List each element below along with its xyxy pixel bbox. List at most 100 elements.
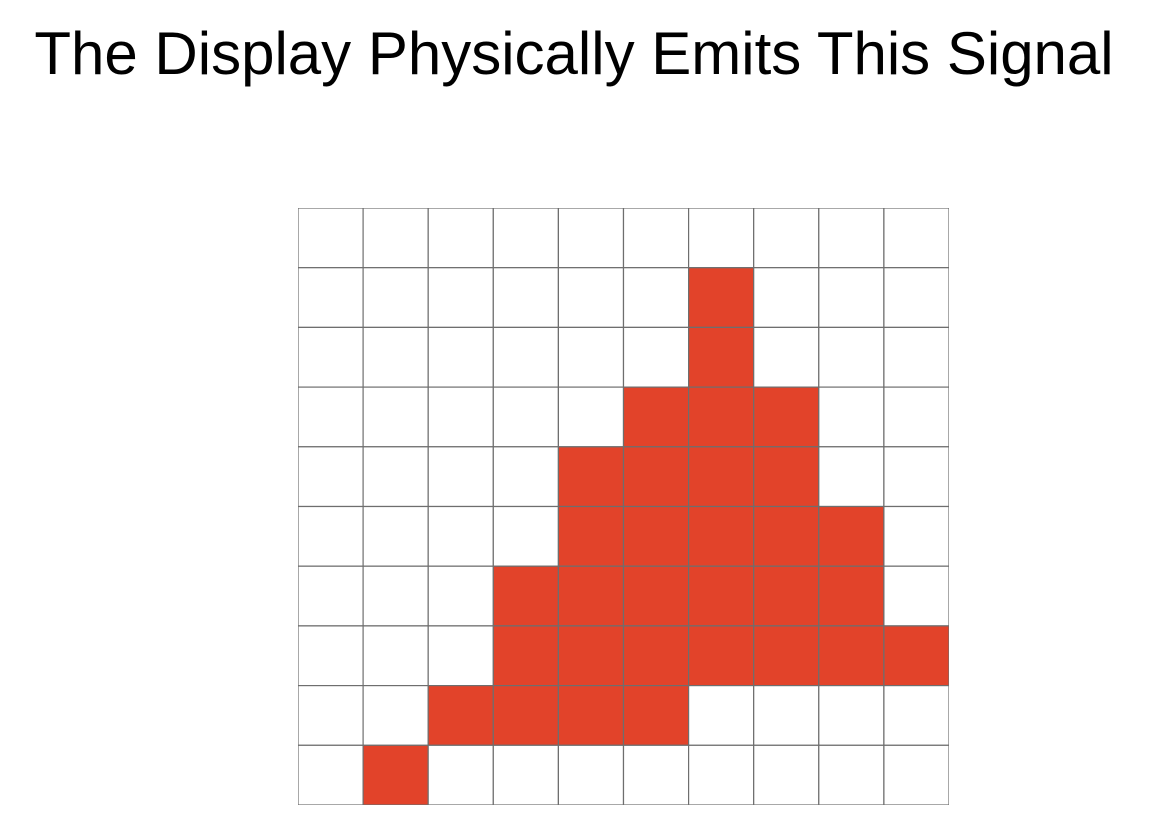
pixel-cell-empty [362,565,429,627]
pixel-cell-empty [557,386,625,448]
pixel-cell-lit [753,505,820,567]
pixel-cell-empty [362,208,429,269]
pixel-cell-empty [492,326,560,388]
pixel-cell-lit [557,446,625,508]
pixel-cell-lit [753,625,820,687]
pixel-cell-empty [883,685,949,746]
pixel-cell-empty [818,267,885,329]
pixel-cell-lit [557,505,625,567]
pixel-cell-lit [688,625,755,687]
pixel-cell-empty [298,326,364,388]
pixel-cell-lit [688,565,755,627]
pixel-cell-empty [883,446,949,508]
pixel-cell-lit [622,625,690,687]
pixel-cell-empty [753,326,820,388]
pixel-grid-svg [298,208,949,805]
pixel-cell-empty [492,446,560,508]
pixel-cell-empty [818,208,885,269]
pixel-cell-lit [818,505,885,567]
pixel-cell-lit [557,565,625,627]
pixel-cell-lit [622,505,690,567]
pixel-cell-empty [298,505,364,567]
pixel-cell-lit [622,685,690,746]
pixel-cell-empty [883,505,949,567]
pixel-cell-lit [557,625,625,687]
pixel-cell-empty [883,386,949,448]
pixel-cell-empty [362,386,429,448]
pixel-cell-empty [298,744,364,805]
pixel-cell-empty [622,208,690,269]
pixel-cell-empty [753,685,820,746]
pixel-cell-empty [427,386,494,448]
pixel-cell-empty [362,685,429,746]
pixel-cell-empty [818,685,885,746]
pixel-cell-lit [362,744,429,805]
pixel-cell-empty [427,565,494,627]
pixel-cell-empty [427,208,494,269]
pixel-cell-empty [298,625,364,687]
pixel-cell-empty [557,267,625,329]
pixel-cell-empty [622,267,690,329]
pixel-cell-empty [818,326,885,388]
pixel-cell-empty [818,386,885,448]
pixel-cell-lit [753,446,820,508]
pixel-cell-empty [362,505,429,567]
pixel-cell-empty [883,208,949,269]
pixel-cell-empty [688,744,755,805]
pixel-cell-empty [427,446,494,508]
pixel-cell-empty [298,267,364,329]
pixel-cell-lit [492,685,560,746]
pixel-cell-empty [492,386,560,448]
pixel-cell-lit [622,386,690,448]
pixel-cell-empty [753,744,820,805]
pixel-cell-empty [298,565,364,627]
pixel-cell-lit [557,685,625,746]
pixel-cell-empty [883,565,949,627]
pixel-cell-empty [492,267,560,329]
pixel-cell-empty [688,208,755,269]
pixel-cell-empty [298,386,364,448]
pixel-cell-empty [818,744,885,805]
pixel-cell-empty [427,267,494,329]
pixel-cell-lit [688,505,755,567]
pixel-cell-empty [492,505,560,567]
pixel-cell-empty [298,208,364,269]
pixel-cell-lit [688,386,755,448]
pixel-cell-lit [818,565,885,627]
pixel-cell-lit [753,386,820,448]
pixel-cell-empty [688,685,755,746]
pixel-cell-empty [492,744,560,805]
pixel-cell-lit [492,565,560,627]
pixel-cell-empty [883,744,949,805]
pixel-cell-lit [818,625,885,687]
slide-title: The Display Physically Emits This Signal [34,20,1114,87]
pixel-cell-empty [492,208,560,269]
pixel-cell-empty [427,744,494,805]
pixel-cell-lit [688,267,755,329]
pixel-cell-lit [688,446,755,508]
pixel-cell-lit [492,625,560,687]
pixel-cell-empty [298,685,364,746]
pixel-cell-lit [883,625,949,687]
pixel-cell-lit [622,446,690,508]
pixel-cell-empty [818,446,885,508]
pixel-grid [298,208,949,805]
pixel-cell-empty [883,326,949,388]
pixel-cell-empty [427,326,494,388]
pixel-cell-empty [753,267,820,329]
pixel-cell-empty [557,208,625,269]
pixel-cell-lit [427,685,494,746]
pixel-cell-lit [622,565,690,627]
pixel-cell-empty [622,326,690,388]
pixel-cell-empty [557,326,625,388]
pixel-cell-empty [298,446,364,508]
pixel-cell-empty [362,446,429,508]
pixel-cell-empty [883,267,949,329]
pixel-cell-empty [557,744,625,805]
pixel-cell-empty [362,625,429,687]
pixel-cell-empty [362,326,429,388]
pixel-cell-empty [427,625,494,687]
pixel-cell-empty [622,744,690,805]
pixel-cell-lit [753,565,820,627]
pixel-cell-lit [688,326,755,388]
